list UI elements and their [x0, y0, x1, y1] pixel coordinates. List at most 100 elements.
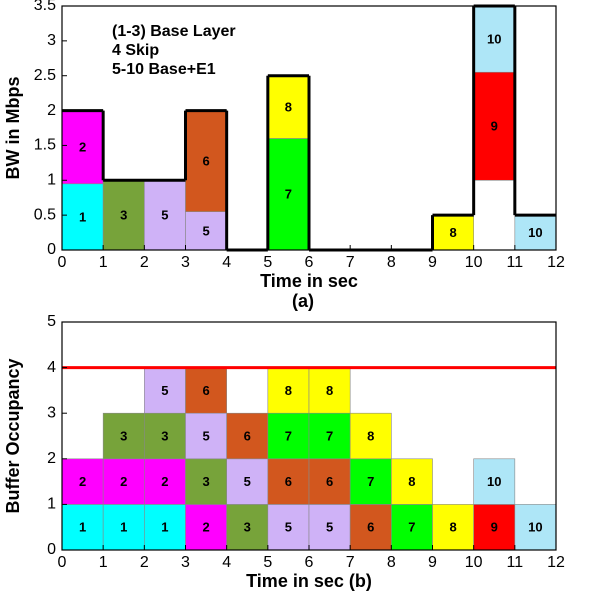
- x-tick-label: 9: [428, 554, 437, 571]
- block: [185, 110, 227, 212]
- block-label: 1: [79, 520, 86, 535]
- x-tick-label: 4: [222, 554, 231, 571]
- block-label: 10: [487, 474, 501, 489]
- block-label: 8: [285, 383, 292, 398]
- block-label: 1: [161, 520, 168, 535]
- block-label: 10: [528, 520, 542, 535]
- block: [102, 458, 145, 505]
- block: [473, 458, 516, 505]
- block: [226, 458, 269, 505]
- y-axis-label: BW in Mbps: [3, 77, 23, 180]
- block-label: 7: [285, 428, 292, 443]
- block-label: 2: [79, 140, 86, 155]
- block-label: 2: [202, 520, 209, 535]
- x-tick-label: 3: [181, 554, 190, 571]
- block: [391, 504, 433, 551]
- y-tick-label: 0: [47, 541, 56, 558]
- block-label: 7: [408, 520, 415, 535]
- block: [144, 367, 186, 414]
- y-tick-label: 5: [47, 313, 56, 330]
- x-tick-label: 11: [507, 254, 524, 271]
- x-tick-label: 1: [99, 254, 108, 271]
- y-tick-label: 2: [47, 102, 56, 119]
- x-tick-label: 7: [346, 254, 355, 271]
- block-label: 8: [449, 225, 456, 240]
- block-label: 8: [285, 100, 292, 115]
- block: [226, 504, 269, 551]
- block: [308, 412, 351, 460]
- x-tick-label: 0: [58, 554, 67, 571]
- block-label: 10: [487, 32, 501, 47]
- x-tick-label: 2: [140, 554, 149, 571]
- x-axis-label: Time in sec: [260, 271, 358, 291]
- x-tick-label: 9: [428, 254, 437, 271]
- block-label: 6: [326, 474, 333, 489]
- x-tick-label: 5: [263, 254, 272, 271]
- x-axis-label: Time in sec (b): [246, 571, 372, 591]
- block: [102, 504, 145, 551]
- block-label: 2: [120, 474, 127, 489]
- x-tick-label: 10: [465, 254, 483, 271]
- y-tick-label: 0: [47, 241, 56, 258]
- block: [349, 412, 392, 460]
- block-label: 1: [120, 520, 127, 535]
- annotation: 5-10 Base+E1: [112, 61, 216, 78]
- block: [144, 412, 186, 460]
- x-tick-label: 6: [305, 554, 314, 571]
- block: [144, 179, 186, 251]
- block-label: 3: [202, 474, 209, 489]
- x-tick-label: 2: [140, 254, 149, 271]
- block-label: 9: [491, 520, 498, 535]
- block-label: 1: [79, 209, 86, 224]
- block-label: 6: [202, 154, 209, 169]
- y-tick-label: 2.5: [34, 67, 56, 84]
- x-tick-label: 12: [547, 254, 565, 271]
- y-tick-label: 3: [47, 404, 56, 421]
- block: [144, 504, 186, 551]
- y-tick-label: 1.5: [34, 137, 56, 154]
- x-tick-label: 8: [387, 554, 396, 571]
- block: [267, 412, 310, 460]
- y-tick-label: 1: [47, 172, 56, 189]
- annotation: (1-3) Base Layer: [112, 23, 236, 40]
- block: [61, 458, 104, 505]
- block-label: 6: [244, 428, 251, 443]
- block: [391, 458, 433, 505]
- block-label: 10: [528, 225, 542, 240]
- block: [185, 412, 227, 460]
- y-tick-label: 1: [47, 496, 56, 513]
- y-tick-label: 2: [47, 450, 56, 467]
- y-tick-label: 3: [47, 32, 56, 49]
- block-label: 5: [326, 520, 333, 535]
- block-label: 6: [285, 474, 292, 489]
- caption: (a): [292, 291, 314, 311]
- block: [473, 504, 516, 551]
- block-label: 7: [285, 187, 292, 202]
- block: [267, 458, 310, 505]
- block: [102, 412, 145, 460]
- y-tick-label: 0.5: [34, 206, 56, 223]
- block-label: 5: [244, 474, 251, 489]
- block: [144, 458, 186, 505]
- block-label: 8: [326, 383, 333, 398]
- block-label: 8: [367, 428, 374, 443]
- block: [473, 71, 516, 181]
- x-tick-label: 7: [346, 554, 355, 571]
- y-tick-label: 3.5: [34, 0, 56, 14]
- block-label: 8: [449, 520, 456, 535]
- block-label: 2: [161, 474, 168, 489]
- block: [226, 412, 269, 460]
- block-label: 3: [161, 428, 168, 443]
- annotation: 4 Skip: [112, 42, 159, 59]
- block-label: 5: [202, 428, 209, 443]
- x-tick-label: 3: [181, 254, 190, 271]
- x-tick-label: 0: [58, 254, 67, 271]
- block-label: 3: [120, 208, 127, 223]
- block: [61, 183, 104, 251]
- block-label: 6: [202, 383, 209, 398]
- block-label: 2: [79, 474, 86, 489]
- block-label: 5: [161, 383, 168, 398]
- x-tick-label: 4: [222, 254, 231, 271]
- y-axis-label: Buffer Occupancy: [3, 358, 23, 513]
